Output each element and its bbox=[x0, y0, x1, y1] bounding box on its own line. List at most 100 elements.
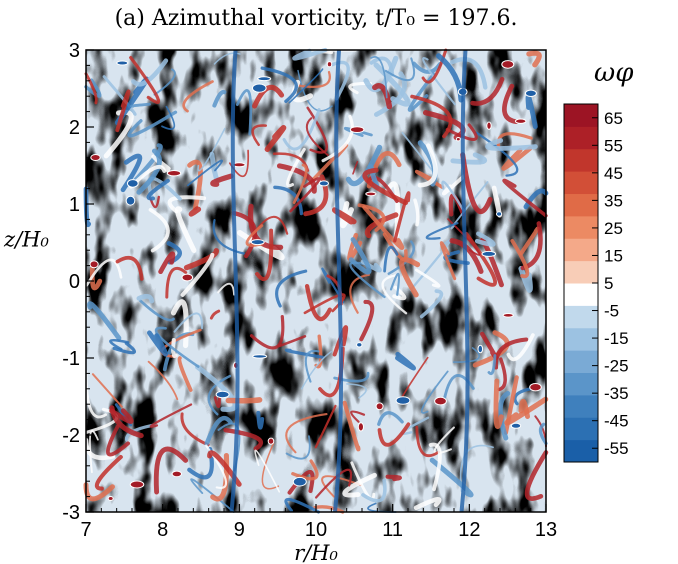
vorticity-streak bbox=[235, 89, 253, 136]
vorticity-streak bbox=[171, 338, 178, 359]
eddy bbox=[481, 250, 497, 257]
x-tick-label: 11 bbox=[382, 519, 403, 541]
vorticity-streak bbox=[102, 75, 137, 116]
vorticity-streak bbox=[264, 125, 287, 152]
vorticity-streak bbox=[501, 146, 533, 171]
vorticity-streak bbox=[389, 272, 401, 296]
vorticity-streak bbox=[115, 256, 144, 281]
eddy bbox=[181, 273, 194, 282]
vorticity-streak bbox=[251, 124, 268, 147]
vorticity-streak bbox=[415, 268, 441, 288]
vorticity-streak bbox=[286, 147, 306, 188]
vorticity-streak bbox=[362, 167, 409, 206]
vorticity-streak bbox=[237, 230, 285, 261]
vorticity-streak bbox=[384, 181, 401, 238]
vorticity-streak bbox=[127, 110, 178, 138]
vorticity-streak bbox=[213, 52, 241, 65]
vorticity-streak bbox=[407, 72, 436, 112]
vorticity-streak bbox=[475, 131, 519, 177]
colorbar-tick-label: 25 bbox=[604, 219, 623, 238]
vorticity-streak bbox=[187, 159, 223, 187]
vorticity-streak bbox=[153, 446, 189, 495]
vorticity-streak bbox=[285, 435, 311, 460]
vorticity-streak bbox=[422, 57, 456, 106]
vorticity-streak bbox=[174, 206, 197, 253]
vorticity-streak bbox=[261, 442, 280, 490]
vorticity-streak bbox=[524, 450, 549, 501]
vorticity-streak bbox=[339, 201, 354, 229]
vorticity-streak bbox=[359, 299, 375, 342]
eddy bbox=[501, 60, 515, 69]
eddy bbox=[524, 89, 537, 98]
eddy bbox=[215, 390, 230, 399]
colorbar-swatch bbox=[564, 305, 598, 329]
vorticity-streak bbox=[260, 66, 298, 103]
vorticity-streak bbox=[493, 337, 529, 370]
eddy bbox=[486, 121, 492, 130]
vorticity-streak bbox=[419, 289, 444, 319]
vorticity-streak bbox=[89, 266, 103, 291]
vorticity-streak bbox=[225, 397, 263, 404]
eddy bbox=[434, 396, 447, 406]
vorticity-streak bbox=[315, 468, 353, 499]
colorbar-swatch bbox=[564, 193, 598, 217]
vorticity-streak bbox=[91, 373, 123, 408]
vorticity-streak bbox=[314, 404, 337, 449]
vorticity-streak bbox=[447, 218, 481, 256]
vorticity-streak bbox=[87, 301, 122, 341]
vorticity-streak bbox=[112, 341, 137, 355]
vorticity-streak bbox=[350, 410, 366, 423]
vorticity-streak bbox=[526, 50, 542, 68]
eddy bbox=[171, 470, 183, 478]
vorticity-streak bbox=[449, 238, 484, 274]
y-axis: -3 -2 -1 0 1 2 3 bbox=[62, 40, 94, 524]
vorticity-streak bbox=[485, 138, 538, 151]
vorticity-streak bbox=[487, 354, 497, 376]
vorticity-streak bbox=[289, 177, 321, 213]
vorticity-streak bbox=[84, 72, 98, 105]
vorticity-streak bbox=[275, 269, 308, 308]
vorticity-streak bbox=[231, 210, 257, 259]
vorticity-streak bbox=[357, 203, 386, 232]
colorbar-tick-label: -5 bbox=[604, 302, 619, 321]
colorbar-swatch bbox=[564, 171, 598, 195]
vorticity-streak bbox=[255, 228, 274, 282]
y-tick-label: 0 bbox=[69, 271, 80, 293]
vorticity-streak bbox=[377, 411, 404, 426]
y-tick-label: -2 bbox=[62, 425, 80, 447]
colorbar-swatch bbox=[564, 394, 598, 418]
vorticity-streak bbox=[497, 357, 507, 392]
vorticity-streak bbox=[348, 237, 372, 275]
vorticity-streak bbox=[383, 245, 399, 273]
vorticity-streak bbox=[364, 212, 399, 239]
vorticity-streak bbox=[204, 415, 233, 446]
vorticity-streak bbox=[387, 240, 415, 275]
vorticity-streak bbox=[331, 207, 357, 225]
vorticity-streak bbox=[413, 198, 420, 227]
eddy bbox=[89, 260, 99, 269]
vorticity-streak bbox=[217, 282, 236, 296]
vorticity-streak bbox=[89, 430, 99, 474]
vorticity-streak bbox=[525, 94, 538, 130]
vorticity-streak bbox=[177, 356, 193, 392]
eddy bbox=[510, 422, 522, 429]
x-tick-label: 10 bbox=[305, 519, 327, 541]
vorticity-streak bbox=[106, 424, 130, 457]
colorbar-swatch bbox=[564, 283, 598, 306]
vorticity-streak bbox=[384, 57, 416, 82]
vorticity-streak bbox=[284, 348, 325, 359]
eddy bbox=[166, 170, 182, 177]
vorticity-field bbox=[83, 47, 549, 514]
vorticity-streak bbox=[474, 231, 496, 247]
vorticity-streak bbox=[109, 338, 130, 351]
vorticity-streak bbox=[130, 102, 151, 108]
vorticity-streak bbox=[304, 349, 320, 383]
y-axis-label: z/H₀ bbox=[3, 228, 49, 252]
vorticity-streak bbox=[373, 62, 411, 107]
vorticity-streak bbox=[292, 47, 328, 61]
vorticity-streak bbox=[147, 360, 179, 401]
vorticity-streak bbox=[442, 374, 475, 403]
colorbar-swatch bbox=[564, 126, 598, 150]
eddy bbox=[375, 402, 384, 411]
colorbar: 65 55 45 35 25 15 5 -5 -15 -25 -35 -45 -55 bbox=[563, 103, 629, 463]
